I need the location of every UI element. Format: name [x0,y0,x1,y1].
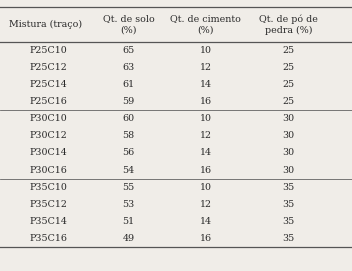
Text: 60: 60 [122,114,134,123]
Text: 10: 10 [200,183,212,192]
Text: 25: 25 [283,46,295,55]
Text: P30C12: P30C12 [30,131,68,140]
Text: P35C14: P35C14 [30,217,68,226]
Text: Qt. de cimento
(%): Qt. de cimento (%) [170,14,241,34]
Text: P25C10: P25C10 [30,46,68,55]
Text: 56: 56 [122,149,134,157]
Text: 65: 65 [122,46,134,55]
Text: 35: 35 [283,200,295,209]
Text: 61: 61 [122,80,134,89]
Text: P35C10: P35C10 [30,183,68,192]
Text: 10: 10 [200,114,212,123]
Text: Qt. de pó de
pedra (%): Qt. de pó de pedra (%) [259,14,318,35]
Text: P35C12: P35C12 [30,200,68,209]
Text: 14: 14 [200,149,212,157]
Text: 35: 35 [283,183,295,192]
Text: Qt. de solo
(%): Qt. de solo (%) [102,14,155,34]
Text: 12: 12 [200,200,212,209]
Text: 30: 30 [283,131,295,140]
Text: 55: 55 [122,183,134,192]
Text: 53: 53 [122,200,134,209]
Text: P25C14: P25C14 [30,80,68,89]
Text: 12: 12 [200,131,212,140]
Text: 30: 30 [283,149,295,157]
Text: 14: 14 [200,217,212,226]
Text: 59: 59 [122,97,134,106]
Text: 10: 10 [200,46,212,55]
Text: 30: 30 [283,166,295,175]
Text: P25C12: P25C12 [30,63,68,72]
Text: 58: 58 [122,131,134,140]
Text: 25: 25 [283,97,295,106]
Text: 49: 49 [122,234,134,243]
Text: 12: 12 [200,63,212,72]
Text: 30: 30 [283,114,295,123]
Text: 35: 35 [283,234,295,243]
Text: Mistura (traço): Mistura (traço) [9,20,82,29]
Text: 25: 25 [283,63,295,72]
Text: 16: 16 [200,234,212,243]
Text: 51: 51 [122,217,134,226]
Text: 14: 14 [200,80,212,89]
Text: P35C16: P35C16 [30,234,68,243]
Text: P30C14: P30C14 [30,149,68,157]
Text: P25C16: P25C16 [30,97,68,106]
Text: 35: 35 [283,217,295,226]
Text: 54: 54 [122,166,134,175]
Text: 16: 16 [200,97,212,106]
Text: P30C16: P30C16 [30,166,68,175]
Text: 16: 16 [200,166,212,175]
Text: 25: 25 [283,80,295,89]
Text: 63: 63 [122,63,134,72]
Text: P30C10: P30C10 [30,114,68,123]
